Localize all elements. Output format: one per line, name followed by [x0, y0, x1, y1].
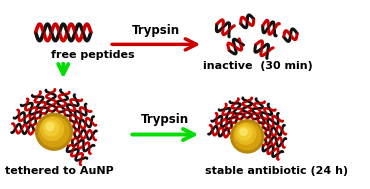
Text: tethered to AuNP: tethered to AuNP	[5, 166, 114, 176]
Circle shape	[231, 120, 264, 153]
Circle shape	[238, 126, 252, 140]
Text: Trypsin: Trypsin	[132, 24, 180, 37]
Circle shape	[44, 120, 59, 136]
Text: Trypsin: Trypsin	[141, 113, 189, 126]
Circle shape	[46, 122, 54, 131]
Circle shape	[235, 124, 256, 144]
Text: stable antibiotic (24 h): stable antibiotic (24 h)	[205, 166, 348, 176]
Circle shape	[234, 123, 261, 150]
Circle shape	[41, 118, 64, 140]
Circle shape	[36, 113, 73, 150]
Text: free peptides: free peptides	[51, 50, 135, 60]
Text: inactive  (30 min): inactive (30 min)	[204, 61, 313, 71]
Circle shape	[240, 128, 247, 135]
Circle shape	[39, 117, 69, 147]
